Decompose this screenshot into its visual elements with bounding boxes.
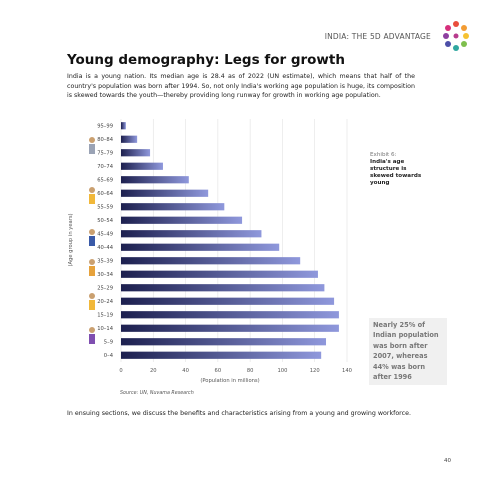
person-icons [89, 137, 95, 344]
bar [121, 216, 243, 224]
y-tick-label: 80–84 [97, 137, 113, 143]
closing-paragraph: In ensuing sections, we discuss the bene… [67, 410, 411, 417]
x-tick-label: 20 [150, 368, 157, 374]
y-tick-label: 70–74 [97, 164, 113, 170]
bar [121, 257, 301, 265]
bar [121, 135, 138, 143]
bar [121, 270, 318, 278]
y-tick-label: 60–64 [97, 191, 113, 197]
y-tick-label: 20–24 [97, 299, 113, 305]
y-tick-label: 75–79 [97, 151, 113, 157]
y-tick-label: 95–99 [97, 124, 113, 130]
y-tick-label: 45–49 [97, 232, 113, 238]
bar [121, 297, 335, 305]
x-tick-label: 0 [119, 368, 122, 374]
y-tick-label: 10–14 [97, 326, 113, 332]
y-tick-label: 5–9 [104, 340, 113, 346]
x-tick-label: 120 [310, 368, 320, 374]
y-tick-label: 35–39 [97, 259, 113, 265]
bar [121, 243, 280, 251]
y-tick-label: 40–44 [97, 245, 113, 251]
y-tick-label: 65–69 [97, 178, 113, 184]
bar [121, 351, 322, 359]
y-tick-label: 55–59 [97, 205, 113, 211]
bar [121, 324, 339, 332]
x-tick-label: 140 [342, 368, 352, 374]
bar [121, 203, 225, 211]
bar [121, 230, 262, 238]
chart: (Age group in years) (Population in mill… [68, 119, 352, 384]
bar [121, 189, 209, 197]
bar [121, 338, 327, 346]
page-number: 40 [444, 458, 451, 464]
title: Young demography: Legs for growth [67, 52, 345, 68]
intro-paragraph: India is a young nation. Its median age … [67, 73, 415, 100]
x-tick-label: 60 [215, 368, 222, 374]
exhibit-text: India's age structure is skewed towards … [370, 159, 422, 186]
bar [121, 176, 189, 184]
exhibit-label: Exhibit 6: [370, 152, 397, 158]
y-tick-label: 50–54 [97, 218, 113, 224]
x-tick-label: 100 [277, 368, 287, 374]
y-tick-label: 30–34 [97, 272, 113, 278]
bar [121, 162, 163, 170]
header-title: INDIA: THE 5D ADVANTAGE [324, 32, 431, 41]
bar [121, 149, 151, 157]
callout: Nearly 25% of Indian population was born… [369, 318, 447, 386]
y-tick-label: 15–19 [97, 313, 113, 319]
y-tick-label: 0–4 [104, 353, 114, 359]
x-tick-label: 80 [247, 368, 254, 374]
source: Source: UN, Nuvama Research [120, 391, 194, 396]
y-axis-label: (Age group in years) [68, 213, 74, 266]
bar [121, 122, 126, 130]
y-tick-label: 25–29 [97, 286, 113, 292]
bar [121, 284, 325, 292]
logo [443, 21, 469, 51]
bar [121, 311, 339, 319]
x-tick-label: 40 [182, 368, 189, 374]
x-axis-label: (Population in millions) [200, 378, 259, 384]
